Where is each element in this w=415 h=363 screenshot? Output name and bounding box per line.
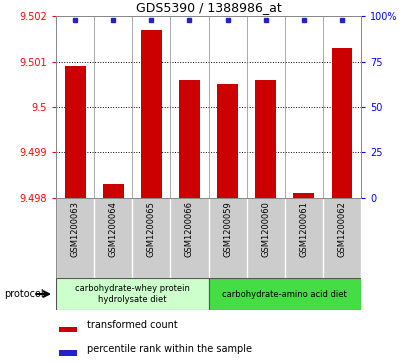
Bar	[59, 350, 77, 356]
Bar	[217, 84, 238, 198]
Text: GSM1200061: GSM1200061	[299, 201, 308, 257]
Bar	[255, 80, 276, 198]
Text: percentile rank within the sample: percentile rank within the sample	[87, 344, 251, 354]
Text: transformed count: transformed count	[87, 321, 177, 330]
Title: GDS5390 / 1388986_at: GDS5390 / 1388986_at	[136, 1, 281, 14]
Text: GSM1200065: GSM1200065	[147, 201, 156, 257]
Text: protocol: protocol	[4, 289, 44, 299]
Bar	[293, 193, 314, 198]
Text: GSM1200063: GSM1200063	[71, 201, 80, 257]
Bar	[209, 278, 361, 310]
Bar	[179, 80, 200, 198]
Text: GSM1200059: GSM1200059	[223, 201, 232, 257]
Bar	[65, 66, 85, 198]
Text: GSM1200060: GSM1200060	[261, 201, 270, 257]
Text: GSM1200064: GSM1200064	[109, 201, 118, 257]
Bar	[332, 48, 352, 198]
Bar	[56, 278, 209, 310]
Bar	[59, 327, 77, 332]
Text: carbohydrate-whey protein
hydrolysate diet: carbohydrate-whey protein hydrolysate di…	[75, 284, 190, 304]
Text: carbohydrate-amino acid diet: carbohydrate-amino acid diet	[222, 290, 347, 298]
Bar	[141, 30, 162, 198]
Text: GSM1200062: GSM1200062	[337, 201, 347, 257]
Bar	[103, 184, 124, 198]
Text: GSM1200066: GSM1200066	[185, 201, 194, 257]
